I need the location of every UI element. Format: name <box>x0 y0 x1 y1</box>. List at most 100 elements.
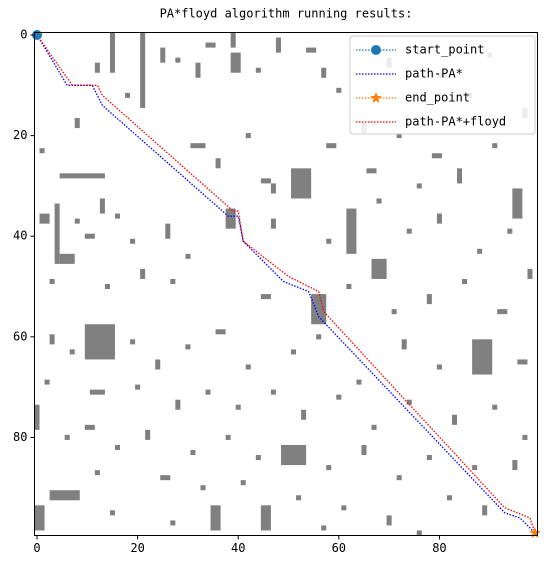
obstacle <box>346 208 357 254</box>
y-tick-label: 40 <box>13 229 27 243</box>
obstacle <box>507 228 513 234</box>
y-tick-label: 0 <box>20 28 27 42</box>
obstacle <box>406 228 412 234</box>
obstacle <box>431 153 442 159</box>
obstacle <box>140 268 146 279</box>
legend-marker <box>370 92 382 103</box>
obstacle <box>160 475 171 481</box>
obstacle <box>260 178 271 184</box>
obstacle <box>74 218 80 224</box>
y-tick-label: 80 <box>13 430 27 444</box>
obstacle <box>210 505 221 531</box>
obstacle <box>255 455 261 461</box>
obstacle <box>356 379 362 385</box>
obstacle <box>260 294 271 300</box>
obstacle <box>306 47 317 53</box>
obstacle <box>84 233 95 239</box>
obstacle <box>371 258 387 279</box>
obstacle <box>185 344 191 350</box>
obstacle <box>130 238 136 244</box>
legend-marker <box>371 45 381 55</box>
obstacle <box>160 47 166 63</box>
obstacle <box>416 530 422 536</box>
obstacle <box>527 268 533 279</box>
obstacle <box>135 384 141 390</box>
axes-frame <box>34 32 538 536</box>
obstacle <box>240 480 246 486</box>
obstacle <box>451 414 458 425</box>
obstacle <box>104 284 110 290</box>
obstacle <box>205 42 216 48</box>
obstacle <box>472 339 493 375</box>
obstacle <box>49 490 80 501</box>
obstacle <box>386 515 392 526</box>
obstacle <box>280 444 307 466</box>
obstacle <box>94 470 100 476</box>
obstacle <box>522 434 528 440</box>
obstacle <box>170 520 176 526</box>
obstacle <box>165 223 171 239</box>
obstacle <box>109 510 115 516</box>
x-tick-label: 0 <box>33 541 40 555</box>
obstacle <box>175 57 181 63</box>
obstacle <box>69 349 75 355</box>
obstacle <box>39 213 50 224</box>
x-tick-label: 60 <box>332 541 346 555</box>
legend-label: start_point <box>405 43 484 57</box>
obstacle <box>291 349 297 355</box>
obstacle <box>291 168 312 199</box>
obstacle <box>326 465 332 471</box>
obstacle <box>94 62 100 73</box>
obstacle <box>371 424 377 430</box>
obstacle <box>215 329 226 335</box>
obstacle <box>114 213 121 219</box>
chart-title: PA*floyd algorithm running results: <box>160 7 413 21</box>
x-tick-label: 20 <box>130 541 144 555</box>
obstacle <box>366 168 377 174</box>
obstacle <box>472 465 478 471</box>
obstacle <box>64 434 70 440</box>
obstacle <box>326 238 332 244</box>
obstacle <box>49 334 55 345</box>
obstacle <box>336 394 342 400</box>
obstacle <box>34 505 45 531</box>
obstacle <box>497 309 508 315</box>
obstacle <box>512 188 523 219</box>
obstacle <box>84 424 95 430</box>
legend: start_point path-PA* end_point path-PA*+flo… <box>349 35 536 135</box>
obstacle <box>245 364 251 370</box>
obstacle <box>492 404 498 410</box>
obstacle <box>301 409 307 420</box>
y-tick-label: 60 <box>13 329 27 343</box>
obstacle <box>416 183 422 189</box>
obstacle <box>34 404 40 430</box>
obstacle <box>175 399 181 410</box>
obstacle <box>235 404 241 410</box>
obstacle <box>185 253 191 259</box>
obstacle <box>114 444 121 450</box>
obstacle <box>316 334 322 340</box>
obstacle <box>130 339 136 345</box>
obstacle <box>275 37 281 53</box>
obstacle <box>230 52 241 73</box>
obstacle <box>225 434 231 440</box>
obstacle <box>336 87 342 93</box>
point-marker <box>529 526 541 538</box>
obstacle <box>270 389 276 395</box>
obstacle <box>270 183 276 194</box>
obstacle <box>361 444 367 456</box>
obstacle <box>155 359 161 370</box>
obstacle <box>517 359 528 365</box>
obstacle <box>205 389 211 395</box>
legend-label: path-PA* <box>405 67 463 81</box>
obstacle <box>74 118 80 129</box>
obstacle <box>140 32 146 108</box>
obstacle <box>255 67 261 73</box>
obstacle <box>321 67 327 78</box>
obstacle <box>200 485 206 491</box>
obstacle <box>376 198 382 204</box>
obstacle <box>190 449 196 456</box>
obstacle <box>59 173 105 179</box>
obstacle <box>462 278 468 284</box>
